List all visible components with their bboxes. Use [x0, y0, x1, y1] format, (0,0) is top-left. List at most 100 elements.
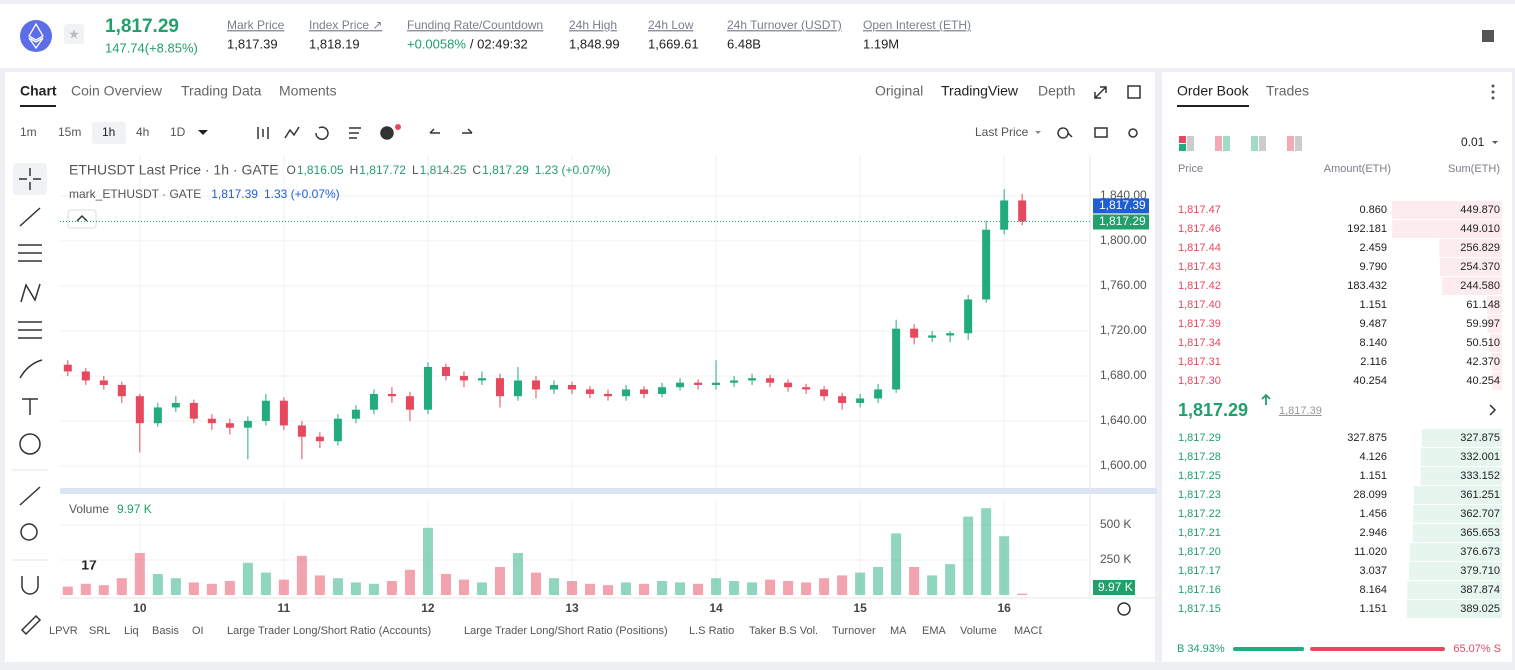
y-tick-label: 1,760.00	[1100, 278, 1147, 292]
depth-bar	[1406, 600, 1502, 618]
indicator[interactable]: Volume	[960, 625, 997, 637]
stat-value: 1,669.61	[648, 36, 699, 51]
x-tick-label: 11	[278, 601, 291, 615]
ohlc-value: 1,816.05	[297, 163, 344, 177]
indicator[interactable]: Liq	[124, 625, 139, 637]
settings-icon[interactable]	[1117, 602, 1131, 616]
indicator[interactable]: Taker B.S Vol.	[749, 625, 818, 637]
indicator[interactable]: Turnover	[832, 625, 876, 637]
book-amount: 1.151	[1359, 470, 1387, 482]
volume-bar	[332, 578, 343, 595]
buy-ratio-bar	[1233, 647, 1305, 651]
indicator[interactable]: MACD	[1014, 625, 1046, 637]
stat-value: 1,817.39	[227, 36, 278, 51]
book-tab[interactable]: Order Book	[1177, 83, 1250, 99]
candle-body	[874, 389, 883, 399]
book-sum: 244.580	[1460, 280, 1500, 292]
buy-ratio: 34.93%	[1187, 643, 1225, 655]
candle-body	[369, 393, 378, 410]
book-sum: 361.251	[1460, 489, 1500, 501]
drawing-tools	[13, 163, 47, 636]
indicator[interactable]: Large Trader Long/Short Ratio (Positions…	[464, 625, 668, 637]
interval[interactable]: 1h	[102, 125, 115, 139]
view-tab[interactable]: Original	[875, 83, 923, 99]
candle-body	[892, 328, 901, 390]
price-tag-label: 1,817.29	[1099, 214, 1146, 228]
candle-body	[135, 396, 144, 424]
candle-body	[856, 398, 865, 403]
more-menu[interactable]	[1491, 84, 1495, 100]
mid-mark-price: 1,817.39	[1279, 405, 1322, 417]
price-type[interactable]: Last Price	[975, 125, 1029, 139]
book-amount: 11.020	[1354, 546, 1387, 558]
candle-body	[658, 387, 667, 394]
volume-bar	[404, 569, 415, 595]
ohlc-value: 1,817.72	[359, 163, 406, 177]
x-tick-label: 14	[709, 601, 723, 615]
candle-body	[622, 389, 631, 397]
depth-bar	[1492, 372, 1502, 390]
active-tab-underline	[1177, 105, 1249, 107]
chart-tab[interactable]: Moments	[279, 83, 337, 99]
stat-value: 6.48B	[727, 36, 761, 51]
collapse-button[interactable]	[67, 209, 97, 229]
interval[interactable]: 15m	[58, 125, 81, 139]
volume-bar	[440, 574, 451, 595]
volume-bar	[494, 567, 505, 595]
column-header: Sum(ETH)	[1448, 163, 1500, 175]
volume-bar	[585, 583, 596, 595]
view-tab[interactable]: Depth	[1038, 83, 1075, 99]
volume-bar	[621, 582, 632, 595]
indicator[interactable]: L.S Ratio	[689, 625, 734, 637]
candle-body	[243, 420, 252, 428]
indicator[interactable]: OI	[192, 625, 204, 637]
volume-bar	[837, 575, 848, 595]
y-tick-label: 1,600.00	[1100, 458, 1147, 472]
ohlc-value: 1,817.29	[482, 163, 529, 177]
indicator[interactable]: Basis	[152, 625, 179, 637]
book-price: 1,817.43	[1178, 261, 1221, 273]
last-price: 1,817.29	[105, 16, 179, 37]
indicator[interactable]: EMA	[922, 625, 947, 637]
column-header: Price	[1178, 163, 1203, 175]
more-arrow[interactable]	[1489, 404, 1497, 416]
depth-bar	[1420, 467, 1502, 485]
candle-body	[459, 375, 468, 381]
book-price: 1,817.29	[1178, 432, 1221, 444]
book-amount: 2.946	[1359, 527, 1387, 539]
book-tab[interactable]: Trades	[1266, 83, 1309, 99]
legend-change: 1.23 (+0.07%)	[535, 163, 611, 177]
chart-tab[interactable]: Trading Data	[181, 83, 262, 99]
depth-bar	[1487, 315, 1502, 333]
tv-logo	[72, 551, 106, 581]
book-price: 1,817.31	[1178, 356, 1221, 368]
mid-price: 1,817.29	[1178, 400, 1248, 420]
candle-body	[910, 328, 919, 338]
interval[interactable]: 4h	[136, 125, 149, 139]
depth-bar	[1487, 296, 1502, 314]
notify-dot	[395, 124, 401, 130]
chart-tab[interactable]: Chart	[20, 83, 57, 99]
book-amount: 8.164	[1359, 584, 1387, 596]
interval[interactable]: 1D	[170, 125, 186, 139]
view-tab[interactable]: TradingView	[941, 83, 1019, 99]
favorite-button[interactable]	[64, 24, 84, 44]
indicator[interactable]: MA	[890, 625, 907, 637]
stat-label: Open Interest (ETH)	[863, 18, 971, 32]
header-icon[interactable]	[1482, 30, 1494, 42]
depth-bar	[1392, 220, 1502, 238]
toolbar-icons	[257, 85, 1141, 140]
book-view-icons[interactable]	[1179, 136, 1302, 151]
volume-bar	[675, 582, 686, 595]
book-amount: 2.116	[1360, 356, 1387, 368]
candle-body	[279, 400, 288, 426]
chart-tab[interactable]: Coin Overview	[71, 83, 163, 99]
indicator[interactable]: LPVR	[49, 625, 78, 637]
depth-bar	[1489, 334, 1502, 352]
indicator[interactable]: SRL	[89, 625, 110, 637]
interval[interactable]: 1m	[20, 125, 37, 139]
indicator[interactable]: Large Trader Long/Short Ratio (Accounts)	[227, 625, 431, 637]
active-tab-underline	[20, 105, 56, 107]
candle-body	[748, 378, 757, 381]
volume-bar	[368, 583, 379, 595]
